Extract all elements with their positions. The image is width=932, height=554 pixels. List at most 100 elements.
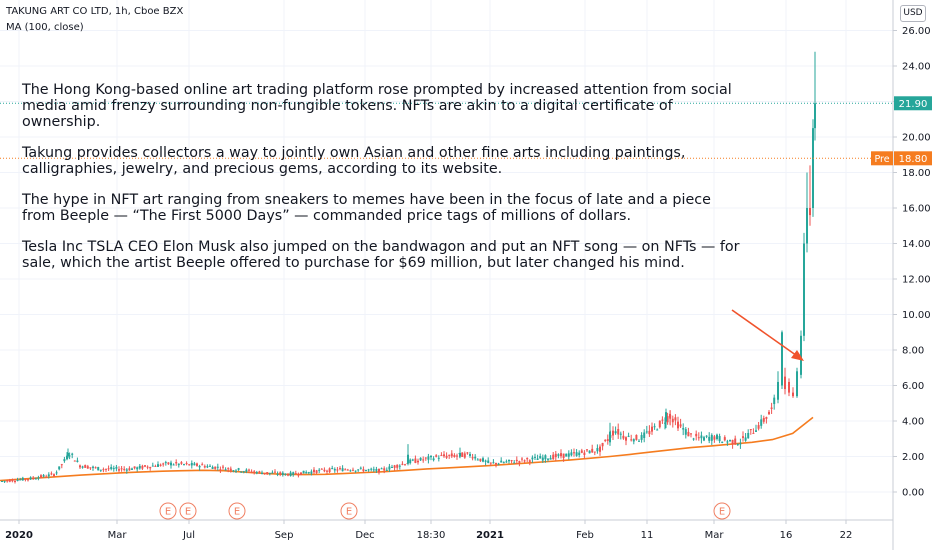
candle-body bbox=[583, 452, 586, 455]
candle-body bbox=[721, 441, 724, 443]
candle-body bbox=[55, 472, 58, 474]
candle-body bbox=[261, 472, 263, 475]
candle-body bbox=[188, 464, 191, 466]
candle-body bbox=[515, 459, 518, 462]
candle-body bbox=[427, 456, 430, 460]
y-tick-label: 18.00 bbox=[902, 168, 931, 179]
candle-body bbox=[692, 438, 695, 440]
candle-body bbox=[216, 466, 219, 468]
candle-body bbox=[459, 452, 461, 457]
earnings-marker[interactable] bbox=[340, 502, 358, 520]
candle-body bbox=[653, 426, 656, 428]
candle-body bbox=[240, 471, 243, 473]
candle-body bbox=[63, 459, 66, 462]
candle-body bbox=[8, 480, 11, 482]
candle-body bbox=[367, 469, 370, 471]
candle-body bbox=[749, 429, 752, 431]
candle-body bbox=[79, 465, 81, 468]
y-tick-label: 16.00 bbox=[902, 204, 931, 215]
candle-body bbox=[42, 475, 45, 477]
earnings-marker[interactable] bbox=[228, 502, 246, 520]
candle-body bbox=[508, 459, 510, 462]
candle-body bbox=[365, 469, 367, 471]
candle-body bbox=[344, 469, 347, 471]
candle-body bbox=[453, 454, 456, 457]
candle-body bbox=[777, 381, 779, 400]
candle-body bbox=[391, 466, 393, 468]
candle-body bbox=[609, 431, 611, 443]
candle-body bbox=[638, 440, 640, 442]
candle-body bbox=[495, 462, 497, 465]
candle-body bbox=[716, 434, 718, 439]
candle-body bbox=[271, 472, 274, 474]
candle-body bbox=[614, 431, 617, 434]
candle-body bbox=[593, 451, 596, 453]
ma-line bbox=[0, 416, 814, 482]
candle-body bbox=[198, 466, 201, 468]
y-tick-label: 6.00 bbox=[902, 381, 924, 392]
x-tick-label: 22 bbox=[840, 530, 853, 541]
candle-body bbox=[383, 468, 386, 471]
candle-body bbox=[510, 460, 513, 462]
earnings-marker[interactable] bbox=[179, 502, 197, 520]
candle-body bbox=[739, 443, 742, 445]
candle-body bbox=[630, 439, 633, 441]
candle-body bbox=[567, 453, 570, 457]
candle-body bbox=[557, 454, 560, 456]
candle-body bbox=[34, 478, 37, 480]
candle-body bbox=[315, 470, 318, 473]
earnings-marker-label: E bbox=[346, 507, 352, 518]
price-tag-value: 21.90 bbox=[899, 99, 928, 110]
candle-body bbox=[419, 457, 422, 461]
candle-body bbox=[440, 454, 443, 456]
candle-body bbox=[536, 458, 539, 460]
earnings-marker[interactable] bbox=[713, 502, 731, 520]
candle-body bbox=[562, 453, 565, 459]
candle-body bbox=[742, 436, 744, 438]
candle-body bbox=[112, 468, 115, 470]
candle-body bbox=[300, 472, 302, 475]
candle-body bbox=[669, 413, 671, 418]
candle-body bbox=[690, 433, 692, 435]
price-axis[interactable]: 26.0024.0022.0020.0018.0016.0014.0012.00… bbox=[871, 0, 932, 550]
candle-body bbox=[193, 463, 196, 466]
candle-body bbox=[47, 474, 50, 477]
candle-body bbox=[32, 477, 35, 479]
candle-body bbox=[424, 457, 427, 459]
candle-body bbox=[723, 437, 726, 441]
candle-body bbox=[489, 462, 492, 464]
candle-body bbox=[640, 435, 643, 440]
x-tick-label: 2020 bbox=[5, 530, 33, 541]
candle-body bbox=[437, 457, 440, 459]
candle-body bbox=[232, 470, 235, 472]
candle-body bbox=[700, 435, 703, 439]
time-axis[interactable]: 2020 Mar Jul Sep Dec 18:30 2021 Feb 11 Mar 16 22 bbox=[0, 519, 893, 541]
y-tick-label: 4.00 bbox=[902, 417, 924, 428]
price-lines bbox=[0, 102, 893, 159]
price-tag-value: 18.80 bbox=[899, 154, 928, 165]
candle-body bbox=[539, 456, 542, 459]
currency-button[interactable]: USD bbox=[900, 5, 926, 22]
candle-body bbox=[544, 455, 547, 460]
x-tick-label: 18:30 bbox=[417, 530, 446, 541]
x-tick-label: 11 bbox=[641, 530, 654, 541]
earnings-marker-label: E bbox=[234, 507, 240, 518]
candle-body bbox=[407, 454, 409, 464]
earnings-marker[interactable] bbox=[159, 502, 177, 520]
candle-body bbox=[710, 434, 713, 441]
earnings-marker-label: E bbox=[165, 507, 171, 518]
indicator-label[interactable]: MA (100, close) bbox=[6, 22, 84, 33]
candle-body bbox=[66, 455, 68, 460]
candle-body bbox=[599, 446, 601, 452]
candle-body bbox=[380, 468, 383, 470]
candle-body bbox=[809, 208, 811, 216]
candle-body bbox=[734, 438, 737, 445]
candle-body bbox=[755, 430, 757, 432]
y-tick-label: 8.00 bbox=[902, 346, 924, 357]
candle-body bbox=[388, 466, 391, 470]
candle-body bbox=[370, 468, 373, 470]
candle-body bbox=[588, 450, 591, 454]
